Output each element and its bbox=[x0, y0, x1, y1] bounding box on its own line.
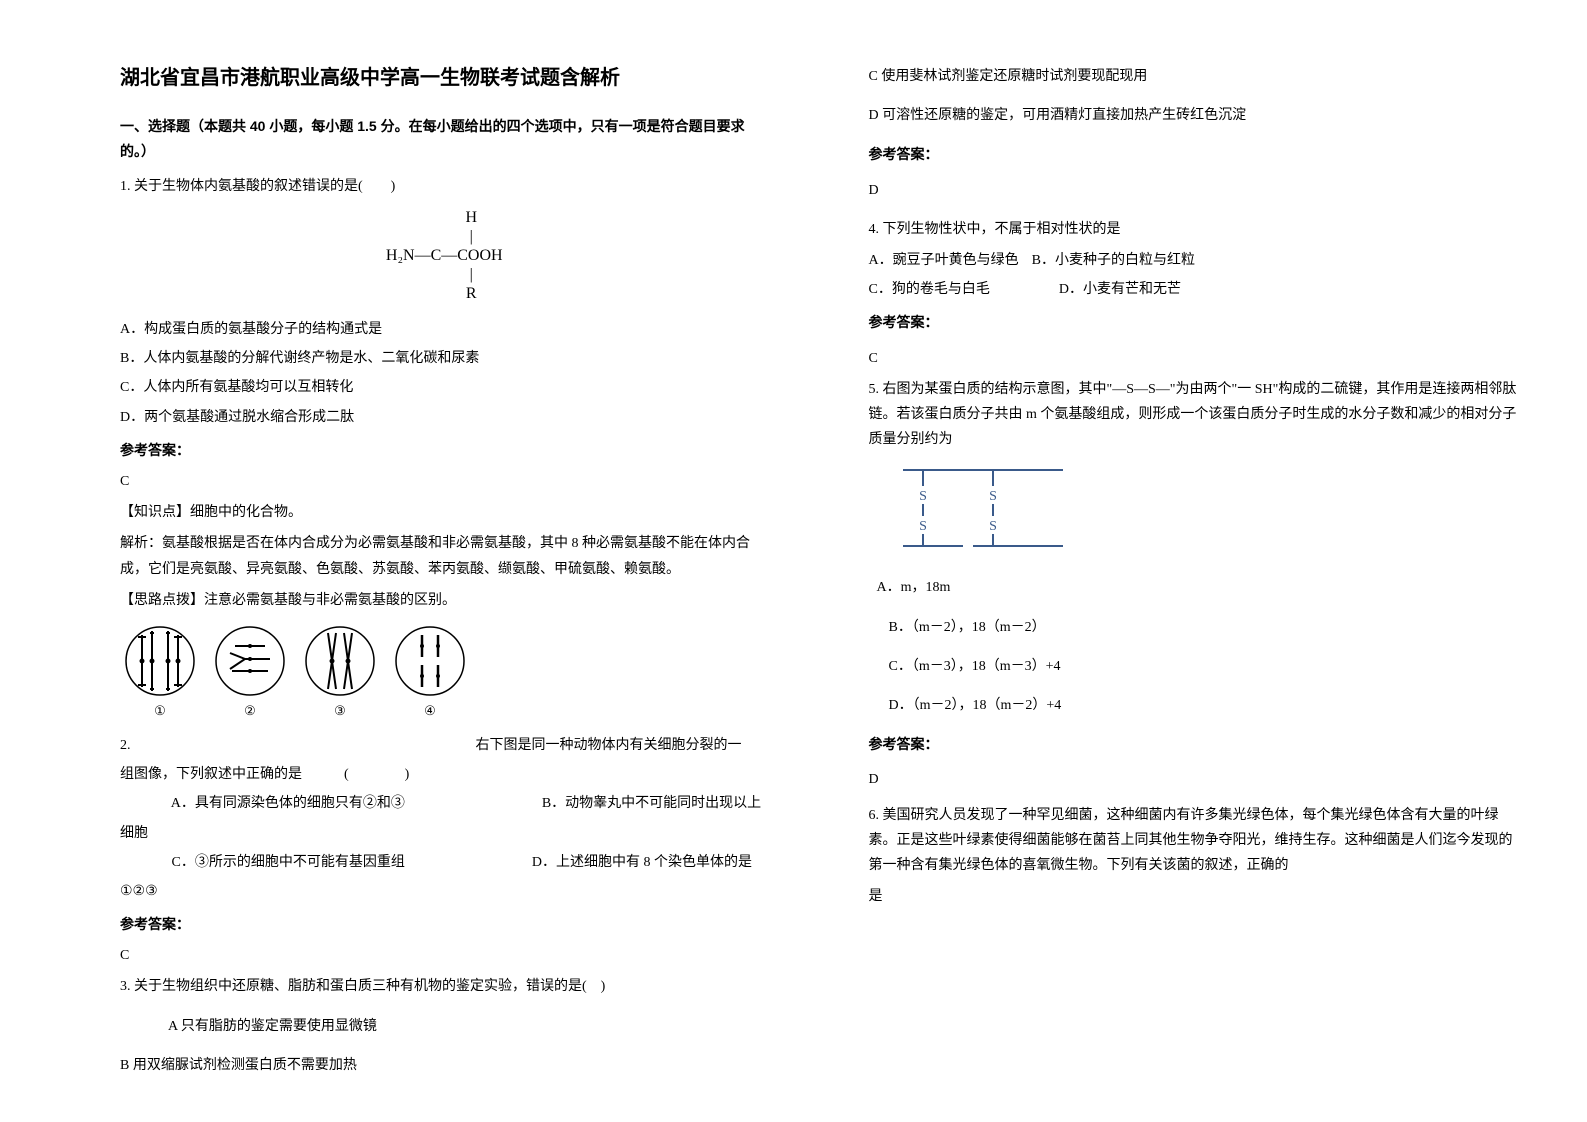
q1-stem: 1. 关于生物体内氨基酸的叙述错误的是( ) bbox=[120, 174, 769, 199]
q4-row-cd: C．狗的卷毛与白毛 D．小麦有芒和无芒 bbox=[869, 277, 1518, 302]
svg-text:S: S bbox=[989, 519, 997, 534]
cell-label-1: ① bbox=[154, 703, 166, 718]
page-title: 湖北省宜昌市港航职业高级中学高一生物联考试题含解析 bbox=[120, 60, 769, 96]
q5-option-d: D．（m－2），18（m－2）+4 bbox=[889, 693, 1518, 718]
q2-stem-post: 右下图是同一种动物体内有关细胞分裂的一 bbox=[476, 738, 742, 753]
amino-acid-formula: H | H₂N—C—COOH | R bbox=[120, 208, 769, 310]
q4-option-a: A．豌豆子叶黄色与绿色 bbox=[869, 253, 1019, 268]
q3-stem: 3. 关于生物组织中还原糖、脂肪和蛋白质三种有机物的鉴定实验，错误的是( ) bbox=[120, 974, 769, 999]
q4-option-c: C．狗的卷毛与白毛 bbox=[869, 282, 990, 297]
q2-option-a: A．具有同源染色体的细胞只有②和③ bbox=[171, 796, 405, 811]
q5-stem: 5. 右图为某蛋白质的结构示意图，其中"—S—S—"为由两个"一 SH"构成的二… bbox=[869, 377, 1518, 453]
q4-answer: C bbox=[869, 346, 1518, 371]
q4-stem: 4. 下列生物性状中，不属于相对性状的是 bbox=[869, 217, 1518, 242]
q1-option-c: C．人体内所有氨基酸均可以互相转化 bbox=[120, 375, 769, 400]
q3-answer-label: 参考答案： bbox=[869, 142, 1518, 167]
q4-option-d: D．小麦有芒和无芒 bbox=[1059, 282, 1181, 297]
formula-bar2: | bbox=[386, 265, 503, 284]
q1-option-b: B．人体内氨基酸的分解代谢终产物是水、二氧化碳和尿素 bbox=[120, 346, 769, 371]
q1-explain2: 解析：氨基酸根据是否在体内合成分为必需氨基酸和非必需氨基酸，其中 8 种必需氨基… bbox=[120, 531, 769, 581]
q2-row-ab: A．具有同源染色体的细胞只有②和③ B．动物睾丸中不可能同时出现以上 bbox=[120, 791, 769, 816]
formula-bar1: | bbox=[386, 227, 503, 246]
q5-answer-label: 参考答案： bbox=[869, 732, 1518, 757]
svg-text:S: S bbox=[919, 519, 927, 534]
protein-structure-diagram: S S S S bbox=[893, 462, 1518, 561]
q1-explain1: 【知识点】细胞中的化合物。 bbox=[120, 500, 769, 525]
cell-label-4: ④ bbox=[424, 703, 436, 718]
q1-answer-label: 参考答案： bbox=[120, 438, 769, 463]
q1-option-d: D．两个氨基酸通过脱水缩合形成二肽 bbox=[120, 405, 769, 430]
cell-label-2: ② bbox=[244, 703, 256, 718]
q3-option-d: D 可溶性还原糖的鉴定，可用酒精灯直接加热产生砖红色沉淀 bbox=[869, 103, 1518, 128]
q5-option-a: A．m，18m bbox=[877, 575, 1518, 600]
q2-row-cd: C．③所示的细胞中不可能有基因重组 D．上述细胞中有 8 个染色单体的是 bbox=[120, 850, 769, 875]
q2-option-c: C．③所示的细胞中不可能有基因重组 bbox=[172, 855, 405, 870]
q2-stem-pre: 2. bbox=[120, 738, 131, 753]
q2-stem-line2: 组图像，下列叙述中正确的是 ( ) bbox=[120, 762, 769, 787]
q2-answer-label: 参考答案： bbox=[120, 912, 769, 937]
q2-stem-line1: 2. 右下图是同一种动物体内有关细胞分裂的一 bbox=[120, 733, 769, 758]
q3-option-c: C 使用斐林试剂鉴定还原糖时试剂要现配现用 bbox=[869, 64, 1518, 89]
q2-option-d: D．上述细胞中有 8 个染色单体的是 bbox=[532, 855, 752, 870]
q4-option-b: B．小麦种子的白粒与红粒 bbox=[1032, 253, 1195, 268]
section-header: 一、选择题（本题共 40 小题，每小题 1.5 分。在每小题给出的四个选项中，只… bbox=[120, 114, 769, 164]
q6-stem2: 是 bbox=[869, 884, 1518, 909]
q3-option-b: B 用双缩脲试剂检测蛋白质不需要加热 bbox=[120, 1053, 769, 1078]
q3-answer: D bbox=[869, 178, 1518, 203]
q2-answer: C bbox=[120, 943, 769, 968]
q2-line-d-end: ①②③ bbox=[120, 879, 769, 904]
formula-top: H bbox=[386, 208, 503, 227]
cell-label-3: ③ bbox=[334, 703, 346, 718]
q4-answer-label: 参考答案： bbox=[869, 310, 1518, 335]
cell-division-diagram: ① ② ③ ④ bbox=[120, 623, 769, 723]
q2-line-b-end: 细胞 bbox=[120, 821, 769, 846]
q4-row-ab: A．豌豆子叶黄色与绿色 B．小麦种子的白粒与红粒 bbox=[869, 248, 1518, 273]
q6-stem: 6. 美国研究人员发现了一种罕见细菌，这种细菌内有许多集光绿色体，每个集光绿色体… bbox=[869, 803, 1518, 879]
q5-option-c: C．（m－3），18（m－3）+4 bbox=[889, 654, 1518, 679]
formula-bot: R bbox=[386, 284, 503, 303]
q5-answer: D bbox=[869, 767, 1518, 792]
q2-option-b: B．动物睾丸中不可能同时出现以上 bbox=[542, 796, 761, 811]
svg-text:S: S bbox=[989, 489, 997, 504]
q3-option-a: A 只有脂肪的鉴定需要使用显微镜 bbox=[120, 1014, 769, 1039]
q1-explain3: 【思路点拨】注意必需氨基酸与非必需氨基酸的区别。 bbox=[120, 588, 769, 613]
q1-answer: C bbox=[120, 469, 769, 494]
q5-option-b: B．（m－2），18（m－2） bbox=[889, 615, 1518, 640]
q1-option-a: A．构成蛋白质的氨基酸分子的结构通式是 bbox=[120, 317, 769, 342]
formula-mid: H₂N—C—COOH bbox=[386, 246, 503, 265]
svg-text:S: S bbox=[919, 489, 927, 504]
